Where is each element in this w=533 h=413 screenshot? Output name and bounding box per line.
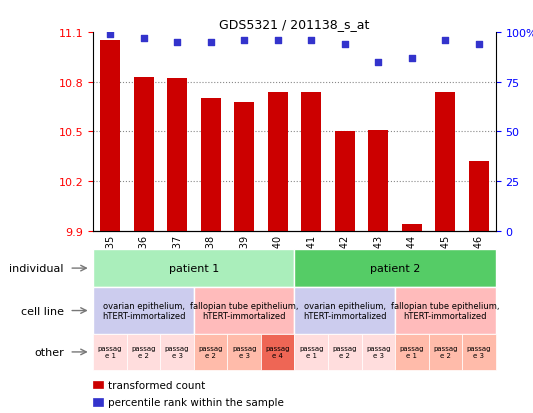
Bar — [335, 132, 355, 231]
Point — [441, 38, 450, 44]
Bar — [133, 78, 154, 231]
Text: percentile rank within the sample: percentile rank within the sample — [108, 397, 284, 407]
Point — [374, 59, 383, 66]
Text: passag
e 4: passag e 4 — [265, 346, 290, 358]
Point — [240, 38, 248, 44]
Text: patient 2: patient 2 — [370, 263, 421, 273]
Bar — [301, 93, 321, 231]
Point — [206, 40, 215, 46]
Text: ovarian epithelium,
hTERT-immortalized: ovarian epithelium, hTERT-immortalized — [102, 301, 185, 320]
Text: passag
e 2: passag e 2 — [198, 346, 223, 358]
Text: passag
e 1: passag e 1 — [98, 346, 122, 358]
Point — [106, 32, 114, 38]
Title: GDS5321 / 201138_s_at: GDS5321 / 201138_s_at — [219, 17, 370, 31]
Text: other: other — [34, 347, 64, 357]
Point — [273, 38, 282, 44]
Point — [408, 55, 416, 62]
Text: transformed count: transformed count — [108, 380, 205, 390]
Point — [475, 42, 483, 48]
Bar — [200, 99, 221, 231]
Bar — [100, 41, 120, 231]
Text: cell line: cell line — [21, 306, 64, 316]
Text: passag
e 1: passag e 1 — [299, 346, 324, 358]
Text: individual: individual — [10, 263, 64, 273]
Text: fallopian tube epithelium,
hTERT-immortalized: fallopian tube epithelium, hTERT-immorta… — [391, 301, 499, 320]
Text: passag
e 2: passag e 2 — [131, 346, 156, 358]
Bar — [268, 93, 288, 231]
Bar — [368, 131, 389, 231]
Text: passag
e 3: passag e 3 — [232, 346, 256, 358]
Point — [341, 42, 349, 48]
Point — [307, 38, 316, 44]
Bar — [469, 162, 489, 231]
Text: ovarian epithelium,
hTERT-immortalized: ovarian epithelium, hTERT-immortalized — [303, 301, 386, 320]
Bar — [402, 225, 422, 231]
Text: passag
e 3: passag e 3 — [467, 346, 491, 358]
Bar — [167, 79, 187, 231]
Bar — [435, 93, 455, 231]
Text: patient 1: patient 1 — [169, 263, 219, 273]
Text: fallopian tube epithelium,
hTERT-immortalized: fallopian tube epithelium, hTERT-immorta… — [190, 301, 298, 320]
Text: passag
e 2: passag e 2 — [433, 346, 458, 358]
Bar — [234, 102, 254, 231]
Text: passag
e 3: passag e 3 — [165, 346, 189, 358]
Point — [139, 36, 148, 42]
Text: passag
e 1: passag e 1 — [400, 346, 424, 358]
Text: passag
e 3: passag e 3 — [366, 346, 391, 358]
Point — [173, 40, 181, 46]
Text: passag
e 2: passag e 2 — [333, 346, 357, 358]
